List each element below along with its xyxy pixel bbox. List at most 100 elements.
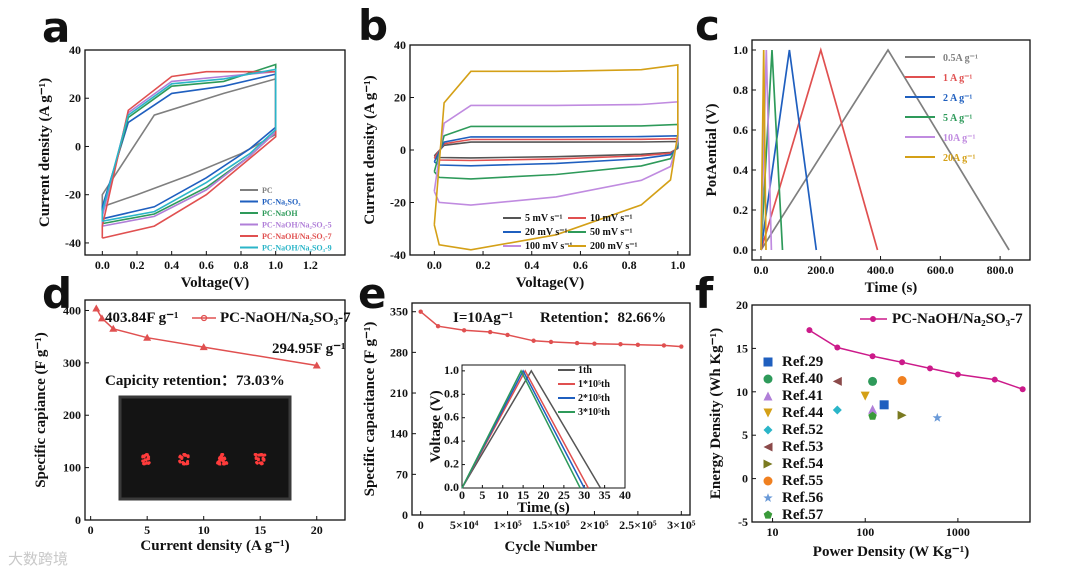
reference-point [868, 411, 877, 420]
legend-marker [870, 316, 876, 322]
y-tick-label-f: 10 [736, 385, 748, 399]
x-axis-label-b: Voltage(V) [516, 275, 585, 291]
inset-y-tick-label: 0.2 [444, 457, 459, 471]
x-tick-label-e: 1.5×10⁵ [532, 518, 570, 532]
legend-label: 200 mV s⁻¹ [590, 241, 638, 252]
legend-marker [763, 510, 773, 519]
x-tick-label-c: 200.0 [807, 263, 834, 277]
legend-label: PC-NaOH/Na₂SO₃-7 [262, 232, 332, 241]
x-tick-label-b: 0.4 [524, 258, 539, 272]
legend-label: 2*10⁵th [578, 393, 610, 404]
y-tick-label-a: -20 [65, 188, 81, 202]
legend-label: PC-NaOH/Na₂SO₃-7 [892, 311, 1023, 327]
inset-x-tick-label: 5 [479, 488, 485, 502]
annotation-current: I=10Ag⁻¹ [453, 310, 513, 326]
data-point [531, 338, 536, 343]
data-point [661, 343, 667, 348]
annotation-max: 403.84F g⁻¹ [105, 310, 179, 326]
panel-label-a: a [42, 3, 70, 52]
legend-marker [763, 442, 773, 452]
gcd-curve-2 [760, 46, 879, 251]
led-letter: S [142, 452, 150, 468]
data-point [869, 353, 876, 360]
inset-y-tick-label: 0.4 [444, 433, 459, 447]
x-axis-label-f: Power Density (W Kg⁻¹) [813, 544, 969, 560]
legend-label: 5 mV s⁻¹ [525, 213, 563, 224]
legend-label: Ref.55 [782, 473, 823, 489]
x-axis-label-a: Voltage(V) [181, 275, 250, 291]
legend-label: 3*10⁵th [578, 407, 610, 418]
cv-loop-5 [433, 100, 679, 206]
y-tick-label-a: -40 [65, 236, 81, 250]
watermark: 大数跨境 [8, 550, 69, 568]
y-tick-label-c: 0.4 [733, 163, 748, 177]
x-tick-label-e: 2×10⁵ [580, 518, 609, 532]
y-axis-label-e: Specific capacitance (F g⁻¹) [362, 322, 378, 497]
legend-label: 1th [578, 365, 592, 376]
x-tick-label-d: 5 [144, 523, 150, 537]
legend-label: PC-Na₂SO₃ [262, 198, 301, 207]
reference-point [879, 400, 889, 410]
legend-label: PC-NaOH/Na₂SO₃-7 [220, 310, 351, 326]
y-tick-label-a: 40 [69, 43, 81, 57]
data-point [97, 314, 106, 322]
y-tick-label-d: 0 [75, 513, 81, 527]
data-point [899, 359, 906, 366]
data-point [461, 328, 467, 333]
x-tick-label-e: 2.5×10⁵ [619, 518, 657, 532]
y-axis-label-f: Energy Density (Wh Kg⁻¹) [708, 328, 724, 499]
x-tick-label-e: 0 [418, 518, 424, 532]
reference-point [897, 410, 907, 420]
x-tick-label-a: 0.2 [130, 258, 145, 272]
plot-frame-d [84, 299, 346, 521]
data-point [635, 342, 641, 348]
panel-label-b: b [358, 1, 388, 50]
legend-label: Ref.41 [782, 388, 823, 404]
legend-label: Ref.40 [782, 371, 823, 387]
data-point [109, 324, 118, 332]
x-tick-label-e: 1×10⁵ [493, 518, 522, 532]
y-tick-label-e: 210 [390, 386, 408, 400]
data-point [143, 333, 152, 341]
legend-label: Ref.53 [782, 439, 823, 455]
inset-x-tick-label: 25 [558, 488, 570, 502]
reference-point [832, 376, 842, 386]
y-tick-label-f: 15 [736, 341, 748, 355]
panel-label-c: c [695, 1, 720, 50]
legend-marker [763, 357, 773, 367]
legend-label: Ref.29 [782, 354, 823, 370]
data-point [834, 344, 841, 351]
legend-label: Ref.44 [782, 405, 824, 421]
panel-label-e: e [358, 269, 387, 318]
x-tick-label-a: 0.4 [164, 258, 179, 272]
reference-point [932, 412, 942, 422]
y-tick-label-a: 20 [69, 91, 81, 105]
x-tick-label-b: 0.2 [476, 258, 491, 272]
inset-x-label: Time (s) [517, 500, 570, 516]
data-point [312, 361, 321, 369]
y-axis-label-b: Current density (A g⁻¹) [362, 75, 378, 224]
x-tick-label-d: 20 [311, 523, 323, 537]
legend-label: 100 mV s⁻¹ [525, 241, 573, 252]
x-tick-label-a: 0.8 [234, 258, 249, 272]
legend-label: PC-NaOH [262, 209, 298, 218]
inset-gcd-curve-1 [461, 369, 602, 489]
inset-x-tick-label: 10 [497, 488, 509, 502]
inset-x-tick-label: 35 [599, 488, 611, 502]
y-tick-label-b: -40 [390, 248, 406, 262]
reference-point [897, 376, 907, 386]
y-tick-label-e: 350 [390, 305, 408, 319]
y-tick-label-b: 0 [400, 143, 406, 157]
data-point [618, 342, 623, 347]
legend-label: 2 A g⁻¹ [943, 93, 972, 104]
legend-label: PC-NaOH/Na₂SO₃-5 [262, 221, 332, 230]
x-tick-label-e: 5×10⁴ [450, 518, 479, 532]
y-tick-label-c: 0.2 [733, 203, 748, 217]
data-point [592, 341, 597, 346]
annotation-retention: Capicity retention：73.03% [105, 373, 285, 389]
data-point [92, 304, 101, 312]
legend-label: 10A g⁻¹ [943, 133, 975, 144]
led-letter: U [255, 452, 266, 468]
data-point [926, 365, 933, 372]
legend-label: 10 mV s⁻¹ [590, 213, 633, 224]
